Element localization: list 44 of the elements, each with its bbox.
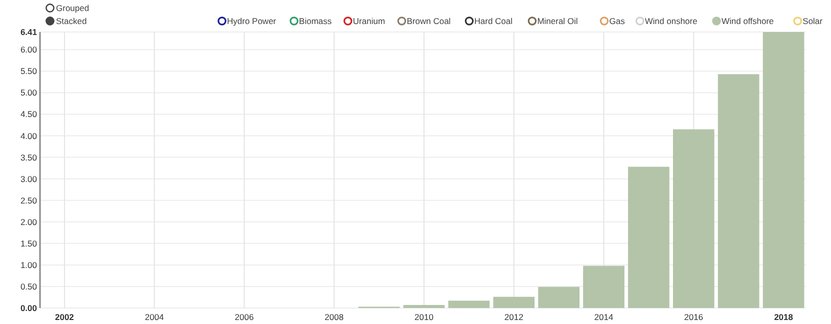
y-tick-label: 6.41 bbox=[20, 27, 38, 37]
bar bbox=[403, 304, 445, 308]
bar bbox=[538, 286, 580, 308]
x-tick-label: 2016 bbox=[684, 312, 704, 322]
y-tick-label: 5.00 bbox=[20, 88, 38, 98]
legend-label: Gas bbox=[609, 16, 625, 26]
y-tick-label: 4.00 bbox=[20, 130, 38, 141]
y-tick-label: 3.50 bbox=[20, 152, 38, 162]
legend-label: Hydro Power bbox=[227, 16, 276, 26]
y-tick-label: 0.50 bbox=[20, 281, 38, 292]
y-tick-label: 0.00 bbox=[20, 303, 38, 313]
x-tick-label: 2012 bbox=[504, 312, 524, 322]
y-tick-label: 2.50 bbox=[20, 195, 38, 206]
legend-label: Hard Coal bbox=[474, 16, 513, 26]
y-tick-label: 1.50 bbox=[20, 238, 38, 248]
text: Grouped bbox=[56, 3, 90, 14]
x-tick-label: 2006 bbox=[234, 312, 254, 322]
text: Stacked bbox=[56, 16, 87, 26]
legend-label: Solar bbox=[802, 16, 823, 26]
legend-label: Biomass bbox=[299, 16, 332, 26]
x-tick-label: 2002 bbox=[55, 312, 74, 322]
y-tick-label: 2.00 bbox=[20, 216, 38, 227]
x-tick-label: 2004 bbox=[144, 312, 164, 322]
bar bbox=[628, 166, 670, 308]
y-tick-label: 1.00 bbox=[20, 260, 38, 270]
bar bbox=[762, 32, 804, 308]
legend-label: Mineral Oil bbox=[537, 16, 578, 26]
x-tick-label: 2010 bbox=[414, 312, 434, 322]
y-tick-label: 3.00 bbox=[20, 174, 38, 184]
y-tick-label: 5.50 bbox=[20, 66, 38, 76]
x-tick-label: 2014 bbox=[594, 312, 614, 322]
legend-label: Wind offshore bbox=[722, 16, 774, 26]
bar bbox=[448, 300, 490, 308]
y-tick-label: 4.50 bbox=[20, 109, 38, 120]
legend-label: Brown Coal bbox=[406, 16, 451, 26]
bar bbox=[493, 296, 535, 308]
bar bbox=[672, 129, 714, 308]
x-tick-label: 2018 bbox=[774, 312, 794, 322]
bar bbox=[718, 74, 760, 308]
x-tick-label: 2008 bbox=[324, 312, 344, 322]
legend-label: Uranium bbox=[352, 16, 386, 26]
bar bbox=[583, 266, 624, 308]
legend-label: Wind onshore bbox=[644, 16, 698, 26]
y-tick-label: 6.00 bbox=[20, 44, 38, 55]
